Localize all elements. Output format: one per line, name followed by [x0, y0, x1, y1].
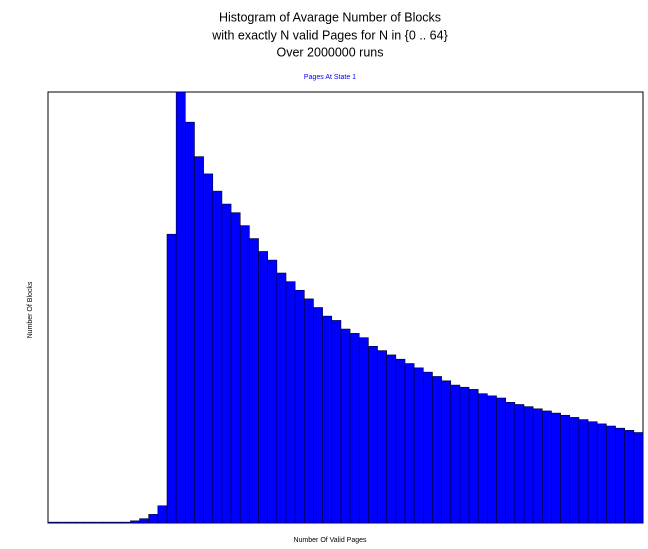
bar	[523, 406, 534, 524]
bar	[423, 371, 433, 524]
bar	[322, 315, 333, 524]
bar	[221, 203, 232, 524]
chart-title: Over 2000000 runs	[276, 45, 383, 59]
chart-title: Histogram of Avarage Number of Blocks	[219, 10, 441, 24]
bar	[459, 386, 470, 524]
bar	[47, 521, 58, 524]
bar	[395, 358, 406, 524]
bar	[358, 337, 369, 524]
bar	[615, 427, 625, 524]
chart-title: with exactly N valid Pages for N in {0 .…	[211, 28, 448, 42]
bar	[239, 225, 250, 524]
bar	[175, 91, 186, 524]
bar	[569, 417, 580, 524]
bar	[551, 412, 561, 524]
bar	[166, 233, 177, 524]
bar	[587, 421, 598, 524]
bar	[84, 521, 95, 524]
bar	[340, 328, 351, 524]
bar	[624, 430, 635, 524]
bar	[249, 238, 259, 524]
bar	[203, 173, 214, 524]
bar	[596, 423, 607, 524]
bar	[505, 402, 516, 524]
bar	[111, 521, 122, 524]
bar	[294, 289, 305, 524]
bar	[66, 521, 76, 524]
bar	[432, 376, 442, 524]
bar	[606, 425, 616, 524]
bar	[578, 419, 589, 524]
bar	[477, 393, 488, 524]
bar	[331, 320, 342, 524]
bar	[93, 521, 104, 524]
bar	[349, 333, 360, 524]
bar	[75, 521, 85, 524]
bar	[304, 298, 314, 524]
bar	[194, 156, 204, 524]
bar	[56, 521, 67, 524]
bar	[386, 354, 397, 524]
bar	[542, 410, 552, 524]
bar	[404, 363, 415, 524]
bar	[633, 432, 644, 524]
bar	[377, 350, 387, 524]
bar	[258, 251, 268, 524]
bar	[496, 397, 506, 524]
bar	[441, 380, 452, 524]
bar	[267, 259, 278, 524]
legend-label: Pages At State 1	[304, 74, 356, 81]
bar	[313, 307, 323, 524]
bar	[157, 505, 168, 524]
bar	[487, 395, 497, 524]
bar	[212, 190, 223, 524]
bar	[413, 367, 424, 524]
bar	[368, 345, 378, 524]
x-axis-label: Number Of Valid Pages	[293, 537, 367, 544]
bar	[532, 408, 543, 524]
bar	[450, 384, 461, 524]
bar	[139, 518, 149, 524]
bar	[468, 389, 479, 524]
bar	[230, 212, 241, 524]
bar	[560, 414, 571, 524]
bar	[285, 281, 296, 524]
bar	[276, 272, 287, 524]
bar	[514, 404, 525, 524]
bar	[102, 521, 113, 524]
bar	[185, 121, 195, 524]
bar	[120, 521, 131, 524]
bar	[148, 514, 159, 524]
y-axis-label: Number Of Blocks	[27, 281, 34, 338]
bar	[130, 520, 140, 524]
